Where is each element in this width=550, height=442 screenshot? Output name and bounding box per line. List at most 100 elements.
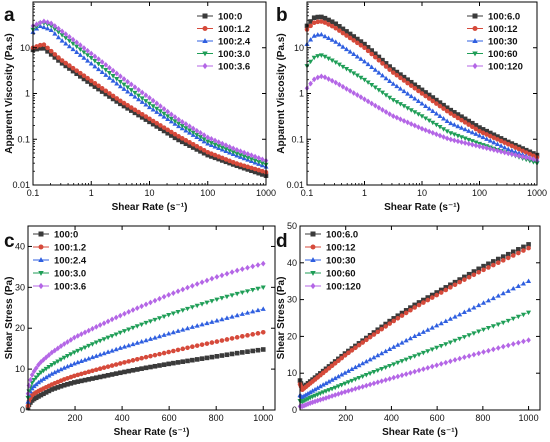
data-point: [344, 67, 350, 72]
data-point: [336, 62, 342, 68]
data-point: [55, 30, 62, 35]
data-point: [114, 96, 120, 101]
data-point: [126, 342, 132, 348]
data-point: [147, 319, 154, 324]
legend-marker: [472, 13, 478, 19]
data-point: [426, 105, 432, 111]
data-point: [82, 345, 88, 351]
data-point: [105, 335, 111, 341]
data-point: [97, 366, 103, 372]
data-point: [107, 94, 112, 99]
data-point: [486, 261, 491, 267]
data-point: [31, 377, 37, 383]
data-point: [491, 346, 496, 353]
data-point: [367, 371, 373, 376]
data-point: [349, 378, 355, 384]
data-point: [171, 290, 176, 296]
data-point: [148, 353, 153, 359]
data-point: [387, 318, 392, 324]
data-point: [466, 137, 472, 143]
data-point: [360, 383, 365, 390]
legend-label: 100:2.4: [54, 256, 87, 267]
data-point: [49, 349, 55, 356]
data-point: [342, 388, 348, 395]
data-point: [241, 149, 247, 156]
data-point: [353, 345, 358, 351]
data-point: [485, 325, 491, 331]
data-point: [179, 139, 185, 145]
data-point: [383, 64, 389, 69]
data-point: [85, 53, 91, 58]
data-point: [92, 59, 98, 64]
data-point: [157, 109, 163, 114]
data-point: [209, 340, 215, 345]
data-point: [461, 309, 467, 315]
data-point: [147, 119, 152, 125]
data-point: [176, 116, 181, 123]
data-point: [117, 312, 123, 319]
data-point: [394, 83, 400, 89]
data-point: [43, 354, 49, 361]
legend-label: 100:6.0: [326, 230, 358, 241]
data-point: [244, 310, 251, 315]
data-point: [125, 85, 131, 90]
chart-panel-d: d 200 400 600 800 1000 0 10 20 30 40 50 Shear Rate (…: [276, 221, 541, 438]
data-point: [510, 316, 516, 322]
data-point: [403, 337, 409, 343]
data-point: [134, 324, 140, 329]
y-axis-label: Shear Stress (Pa): [4, 277, 15, 360]
data-point: [498, 148, 504, 155]
data-point: [214, 297, 220, 303]
data-point: [310, 388, 316, 393]
data-point: [132, 94, 138, 99]
data-point: [220, 140, 225, 147]
data-point: [71, 350, 77, 355]
data-point: [139, 89, 145, 96]
data-point: [484, 132, 489, 137]
data-point: [117, 370, 123, 376]
data-point: [434, 101, 439, 106]
data-point: [168, 116, 174, 122]
data-point: [365, 48, 371, 54]
data-point: [99, 86, 105, 91]
data-point: [249, 152, 254, 159]
data-point: [152, 297, 158, 304]
data-point: [241, 154, 247, 159]
data-point: [308, 59, 314, 65]
data-point: [241, 163, 247, 169]
data-point: [239, 290, 245, 296]
legend-item: 100:1.2: [33, 243, 86, 254]
data-point: [419, 101, 425, 106]
data-point: [311, 55, 317, 61]
data-point: [491, 259, 496, 264]
data-point: [318, 53, 324, 58]
data-point: [434, 292, 440, 298]
data-point: [407, 335, 413, 341]
y-axis-label: Shear Stress (Pa): [276, 277, 287, 360]
data-point: [101, 350, 107, 356]
data-point: [471, 304, 477, 310]
x-tick-label: 1000: [519, 413, 539, 423]
data-point: [398, 72, 403, 77]
data-point: [371, 380, 377, 387]
data-point: [408, 369, 413, 376]
data-point: [171, 348, 176, 354]
legend-marker: [310, 271, 316, 276]
data-point: [430, 98, 436, 104]
data-point: [136, 86, 141, 93]
data-point: [43, 366, 49, 372]
data-point: [86, 343, 92, 349]
data-point: [469, 139, 475, 144]
data-point: [441, 115, 447, 121]
data-point: [139, 99, 145, 104]
data-point: [509, 151, 515, 158]
data-point: [441, 106, 446, 111]
plot-area: [30, 18, 269, 178]
data-point: [110, 74, 116, 79]
data-point: [101, 373, 107, 379]
data-point: [429, 363, 435, 370]
data-point: [505, 141, 511, 147]
data-point: [43, 374, 49, 380]
data-point: [38, 370, 44, 376]
